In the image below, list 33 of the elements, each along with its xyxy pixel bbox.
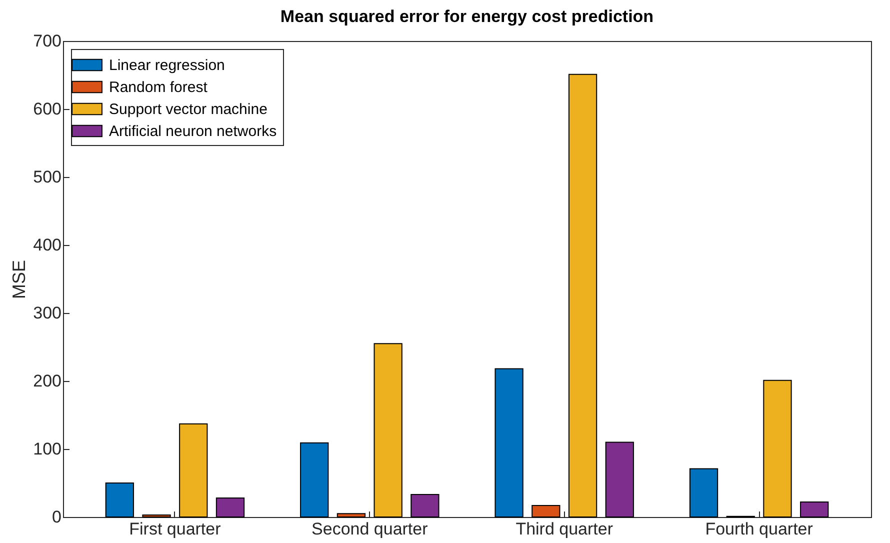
bar <box>689 468 718 518</box>
bar <box>216 497 245 518</box>
chart-title: Mean squared error for energy cost prediction <box>280 7 654 26</box>
legend-label: Artificial neuron networks <box>109 123 277 140</box>
bar <box>568 74 598 518</box>
y-tick-label: 600 <box>33 100 62 118</box>
legend-label: Support vector machine <box>109 101 268 118</box>
x-tick-label: Third quarter <box>516 520 614 538</box>
bar <box>410 494 440 518</box>
bar <box>800 502 829 518</box>
y-axis-title: MSE <box>9 260 30 300</box>
x-tick-label: Fourth quarter <box>705 520 814 538</box>
y-tick-label: 400 <box>33 236 62 254</box>
legend-label: Linear regression <box>109 57 225 74</box>
bar <box>336 513 366 518</box>
y-tick-label: 100 <box>33 440 62 458</box>
y-tick-label: 500 <box>33 168 62 186</box>
bar <box>532 504 560 518</box>
bar <box>300 442 329 518</box>
bar <box>142 514 171 518</box>
y-tick-label: 200 <box>33 372 62 390</box>
bar <box>763 380 792 518</box>
x-tick-label: Second quarter <box>312 520 428 538</box>
legend-label: Random forest <box>109 79 208 96</box>
y-tick-label: 700 <box>33 32 62 50</box>
bar <box>374 343 402 518</box>
bar <box>494 368 524 518</box>
y-tick-label: 0 <box>52 508 62 526</box>
x-tick-label: First quarter <box>129 520 222 538</box>
bar <box>179 423 208 518</box>
y-tick-label: 300 <box>33 304 62 322</box>
bar <box>605 442 634 518</box>
bar <box>105 482 134 518</box>
